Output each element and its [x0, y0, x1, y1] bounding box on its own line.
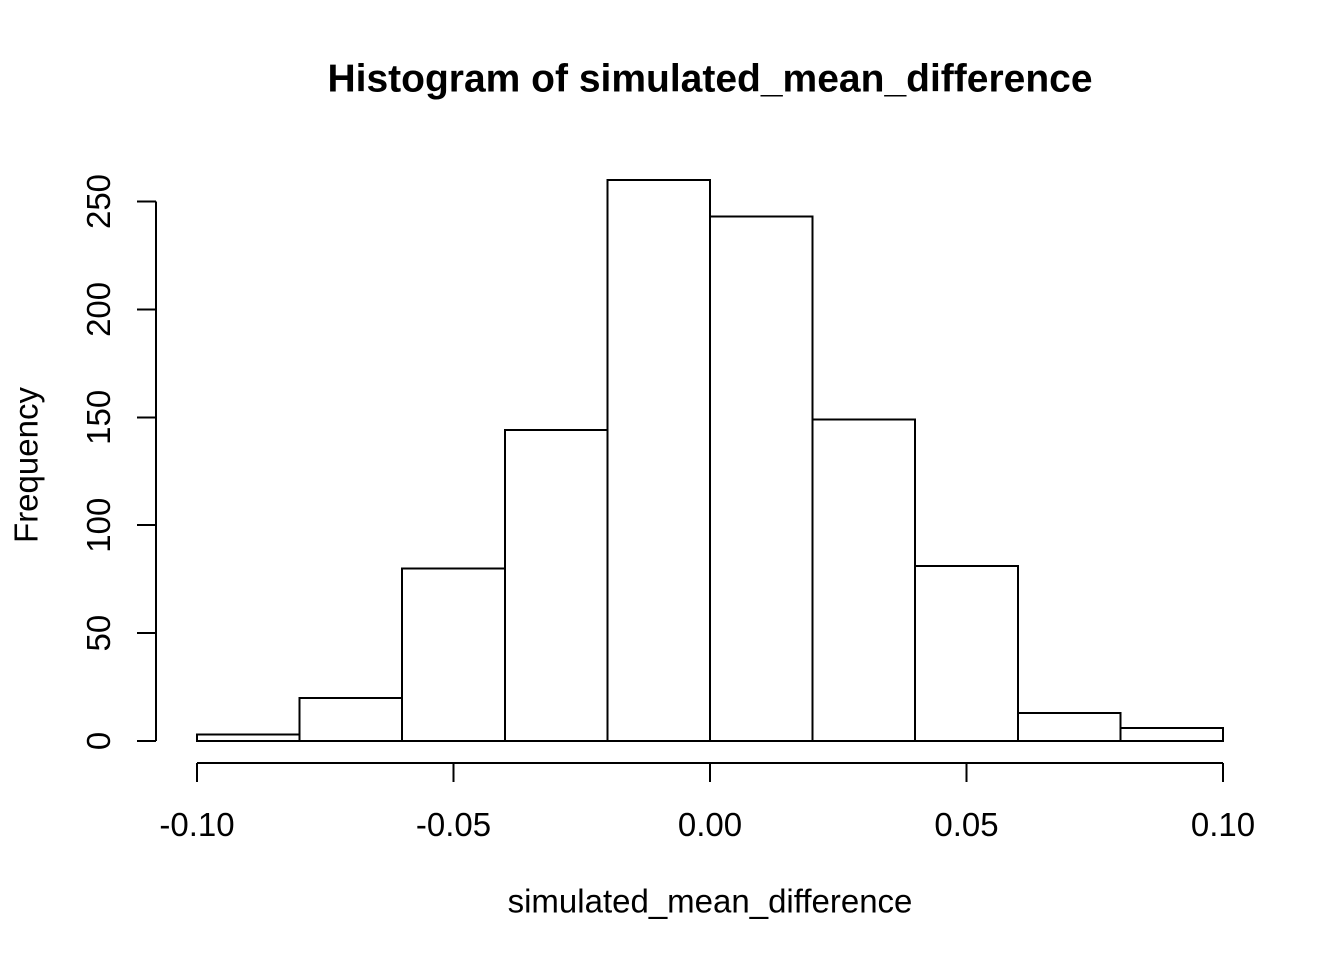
histogram-bar: [914, 565, 1019, 743]
y-tick-label: 200: [80, 282, 117, 337]
y-tick-label: 50: [80, 615, 117, 652]
x-axis-title: simulated_mean_difference: [507, 882, 913, 920]
histogram-bar: [1119, 727, 1225, 743]
histogram-bar: [811, 418, 917, 742]
histogram-bar: [401, 567, 506, 742]
y-tick-label: 150: [80, 390, 117, 445]
y-tick-label: 100: [80, 498, 117, 553]
x-tick-label: 0.05: [934, 806, 998, 843]
x-tick-label: 0.00: [678, 806, 742, 843]
y-tick-label: 0: [80, 732, 117, 750]
x-tick-label: -0.05: [416, 806, 491, 843]
histogram-bar: [606, 178, 712, 743]
histogram-bar: [709, 215, 814, 742]
histogram-bar: [196, 733, 301, 743]
histogram-bar: [1016, 711, 1122, 742]
y-tick-label: 250: [80, 174, 117, 229]
histogram-bar: [298, 696, 404, 743]
x-tick-label: 0.10: [1191, 806, 1255, 843]
y-axis-title: Frequency: [7, 387, 45, 543]
histogram-bar: [503, 429, 609, 742]
x-tick-label: -0.10: [159, 806, 234, 843]
chart-title: Histogram of simulated_mean_difference: [327, 57, 1093, 101]
